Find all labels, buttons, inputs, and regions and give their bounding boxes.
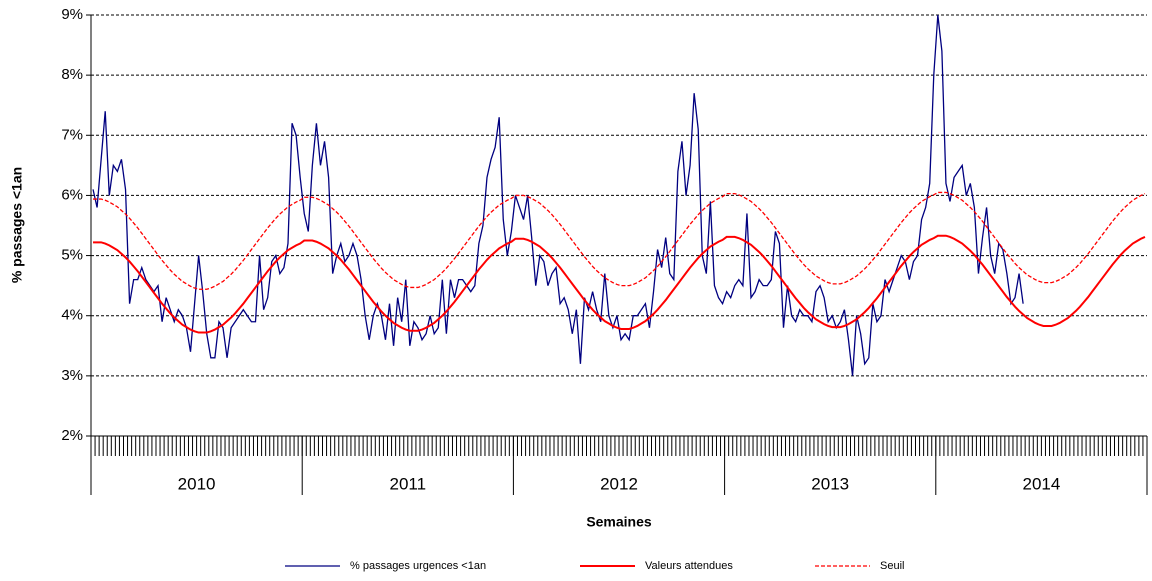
series-line xyxy=(92,14,1024,376)
y-axis-label: % passages <1an xyxy=(9,167,25,283)
x-axis-label: Semaines xyxy=(586,514,652,530)
group-label: 2012 xyxy=(600,474,638,493)
group-label: 2014 xyxy=(1022,474,1060,493)
legend-label: Seuil xyxy=(880,560,904,572)
y-tick-label: 6% xyxy=(61,186,83,203)
y-tick-label: 2% xyxy=(61,427,83,444)
legend-label: % passages urgences <1an xyxy=(350,560,486,572)
y-tick-label: 4% xyxy=(61,307,83,324)
group-label: 2013 xyxy=(811,474,849,493)
series-line xyxy=(93,234,1146,334)
y-tick-label: 9% xyxy=(61,6,83,23)
y-tick-label: 7% xyxy=(61,126,83,143)
legend-label: Valeurs attendues xyxy=(645,560,733,572)
series-line xyxy=(93,191,1146,290)
y-tick-label: 5% xyxy=(61,247,83,264)
group-label: 2011 xyxy=(390,474,427,493)
y-tick-label: 8% xyxy=(61,66,83,83)
group-label: 2010 xyxy=(178,474,216,493)
y-tick-label: 3% xyxy=(61,367,83,384)
